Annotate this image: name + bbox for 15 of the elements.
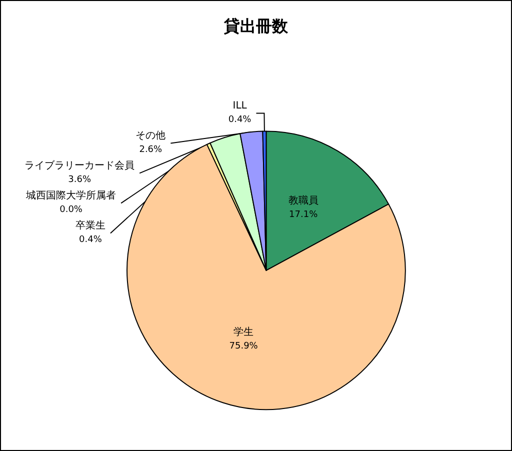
slice-label: その他 bbox=[136, 130, 166, 142]
chart-title: 貸出冊数 bbox=[223, 16, 289, 36]
slice-label: 学生 bbox=[234, 326, 254, 338]
slice-label: ライブラリーカード会員 bbox=[24, 160, 135, 172]
data-label: 0.4% bbox=[228, 115, 252, 126]
slice-label: 卒業生 bbox=[75, 220, 106, 232]
data-label: 17.1% bbox=[289, 210, 318, 220]
data-label: 75.9% bbox=[229, 341, 258, 352]
slice-label: 教職員 bbox=[288, 194, 318, 207]
slice-label: ILL bbox=[232, 100, 248, 112]
data-label: 3.6% bbox=[68, 175, 92, 186]
data-label: 0.4% bbox=[79, 235, 102, 246]
data-label: 2.6% bbox=[139, 145, 163, 156]
category-label: 城西国際大学所属者 bbox=[26, 190, 116, 202]
text: 0.0% bbox=[60, 205, 82, 216]
